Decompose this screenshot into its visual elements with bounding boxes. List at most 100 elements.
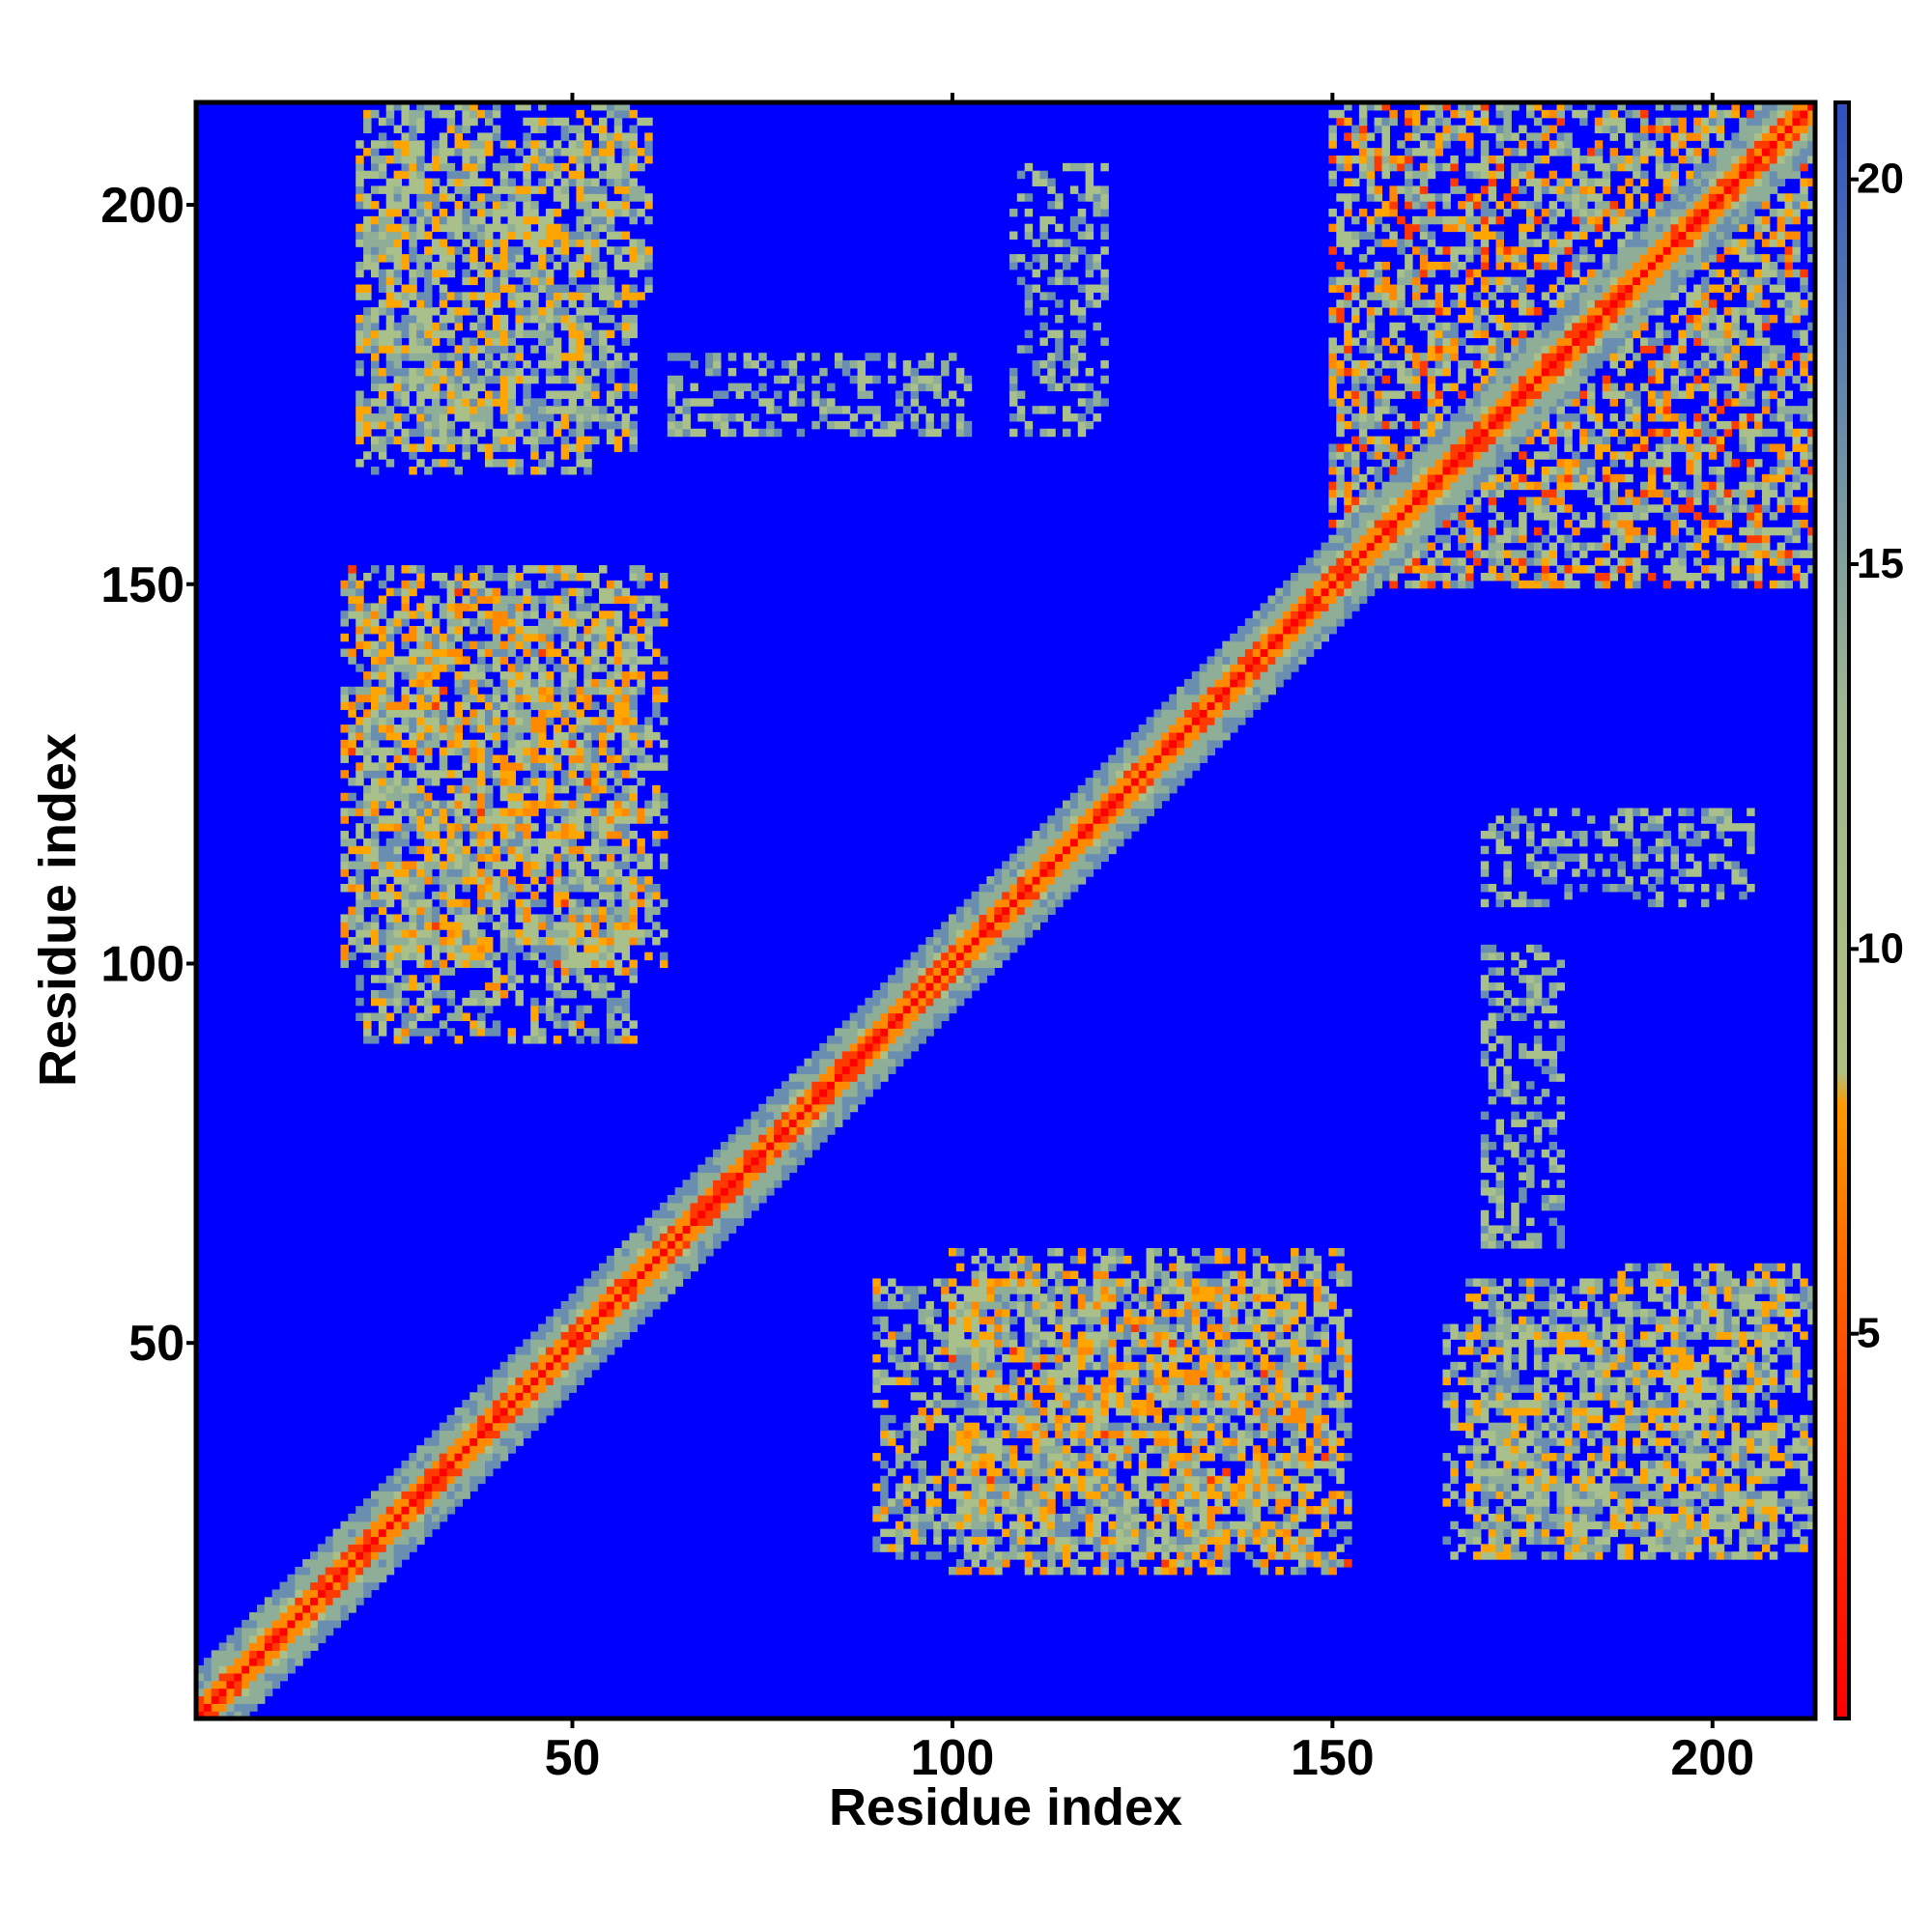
heatmap-cell [986, 1506, 995, 1515]
heatmap-cell [416, 625, 425, 635]
heatmap-cell [355, 170, 364, 180]
heatmap-cell [955, 1316, 965, 1325]
heatmap-cell [910, 989, 920, 999]
heatmap-cell [332, 1612, 342, 1621]
heatmap-cell [401, 861, 410, 869]
heatmap-cell [393, 322, 403, 331]
heatmap-cell [629, 353, 638, 361]
heatmap-cell [416, 292, 425, 300]
heatmap-cell [637, 565, 645, 574]
heatmap-cell [599, 1293, 608, 1302]
heatmap-cell [599, 1270, 608, 1280]
heatmap-cell [477, 193, 486, 202]
heatmap-cell [545, 322, 554, 331]
heatmap-cell [523, 747, 531, 756]
heatmap-cell [955, 1559, 965, 1568]
heatmap-cell [606, 611, 615, 619]
heatmap-cell [971, 1377, 980, 1385]
heatmap-cell [751, 1149, 759, 1158]
heatmap-cell [568, 944, 578, 953]
heatmap-cell [499, 276, 509, 286]
heatmap-cell [348, 1513, 356, 1522]
heatmap-cell [857, 1050, 867, 1060]
heatmap-cell [637, 731, 645, 741]
heatmap-cell [477, 648, 486, 657]
heatmap-cell [499, 1414, 509, 1424]
heatmap-cell [857, 1005, 867, 1014]
heatmap-cell [576, 633, 584, 642]
heatmap-cell [606, 694, 615, 703]
heatmap-cell [431, 952, 440, 961]
heatmap-cell [941, 1005, 950, 1014]
heatmap-cell [485, 831, 494, 839]
heatmap-cell [955, 1301, 965, 1310]
heatmap-cell [424, 314, 433, 324]
heatmap-cell [941, 975, 950, 983]
heatmap-cell [385, 815, 395, 824]
heatmap-cell [735, 1149, 745, 1158]
heatmap-cell [941, 959, 950, 968]
heatmap-cell [363, 724, 372, 733]
heatmap-cell [477, 132, 486, 141]
heatmap-cell [713, 1240, 722, 1249]
heatmap-cell [530, 1392, 539, 1401]
heatmap-cell [576, 413, 584, 422]
heatmap-cell [629, 178, 638, 186]
heatmap-cell [576, 906, 584, 916]
heatmap-cell [462, 269, 470, 278]
heatmap-cell [477, 223, 486, 233]
heatmap-cell [955, 367, 965, 377]
heatmap-cell [994, 1308, 1003, 1318]
heatmap-cell [485, 959, 494, 968]
heatmap-cell [431, 1467, 440, 1477]
heatmap-cell [781, 1119, 790, 1127]
heatmap-cell [409, 648, 417, 657]
heatmap-cell [454, 436, 463, 445]
heatmap-cell [378, 170, 387, 180]
heatmap-cell [409, 1467, 417, 1477]
heatmap-cell [530, 314, 539, 324]
heatmap-cell [355, 731, 364, 741]
heatmap-cell [743, 1119, 753, 1127]
heatmap-cell [986, 1331, 995, 1340]
heatmap-cell [507, 1406, 517, 1416]
heatmap-cell [462, 1437, 470, 1446]
heatmap-cell [979, 1445, 987, 1454]
heatmap-cell [933, 1506, 942, 1515]
heatmap-cell [986, 1445, 995, 1454]
heatmap-cell [295, 1574, 303, 1583]
heatmap-cell [446, 739, 456, 749]
heatmap-cell [933, 982, 942, 991]
heatmap-cell [834, 1065, 843, 1074]
heatmap-cell [994, 1559, 1003, 1568]
heatmap-cell [629, 611, 638, 619]
heatmap-cell [591, 580, 600, 589]
heatmap-cell [925, 1506, 934, 1515]
heatmap-cell [948, 952, 957, 961]
heatmap-cell [325, 1589, 334, 1598]
heatmap-cell [393, 201, 403, 210]
heatmap-cell [454, 792, 463, 802]
heatmap-cell [606, 155, 615, 164]
heatmap-cell [599, 952, 608, 961]
heatmap-cell [393, 944, 403, 953]
heatmap-cell [409, 731, 417, 741]
heatmap-cell [378, 633, 387, 642]
heatmap-cell [933, 1020, 942, 1029]
heatmap-cell [401, 1460, 410, 1469]
heatmap-cell [439, 155, 448, 164]
heatmap-cell [994, 876, 1003, 885]
heatmap-cell [446, 633, 456, 642]
heatmap-cell [606, 686, 615, 696]
heatmap-cell [492, 299, 501, 308]
heatmap-cell [499, 223, 509, 233]
heatmap-cell [933, 375, 942, 384]
heatmap-cell [629, 443, 638, 452]
heatmap-cell [788, 1149, 798, 1158]
heatmap-cell [576, 132, 584, 141]
heatmap-cell [545, 208, 554, 217]
heatmap-cell [499, 1392, 509, 1401]
heatmap-cell [385, 140, 395, 149]
heatmap-cell [774, 1172, 782, 1180]
heatmap-cell [560, 1005, 570, 1014]
